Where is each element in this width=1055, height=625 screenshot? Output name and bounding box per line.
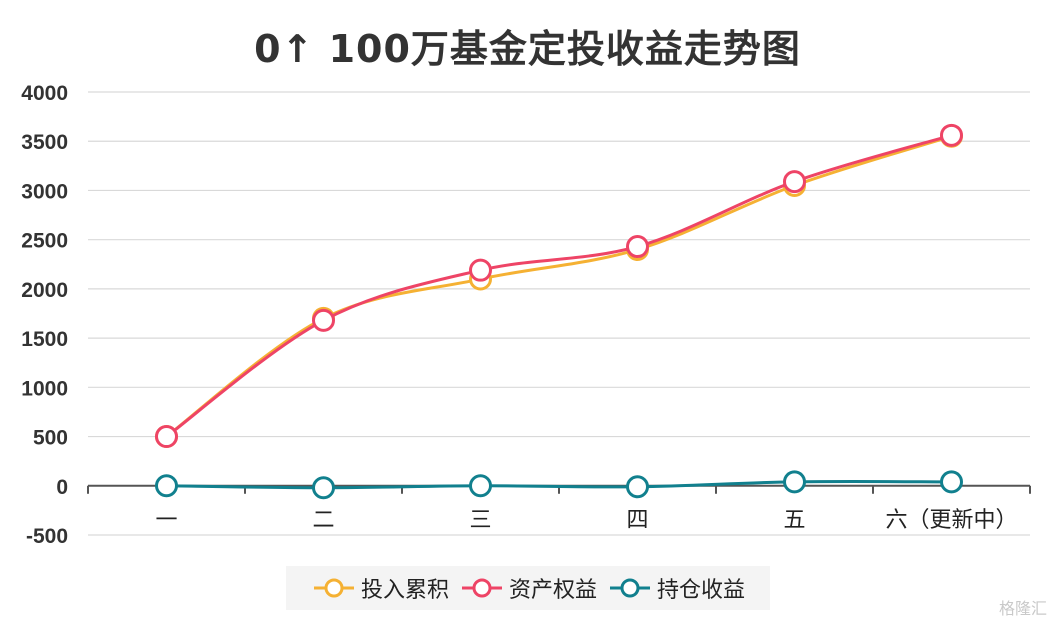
series-0 — [155, 124, 963, 449]
data-point[interactable] — [469, 474, 492, 498]
chart-title: 0↑ 100万基金定投收益走势图 — [254, 27, 801, 71]
data-point[interactable] — [626, 235, 649, 259]
series-line — [165, 134, 953, 439]
x-tick-label: 五 — [783, 508, 805, 533]
x-tick-label: 二 — [312, 508, 334, 533]
y-axis-tick-labels: 4000 3500 3000 2500 2000 1500 1000 500 0 -500 — [21, 82, 68, 548]
series-lines — [155, 123, 963, 500]
legend-swatch-equity — [461, 578, 502, 598]
data-point[interactable] — [940, 470, 963, 494]
data-point[interactable] — [312, 308, 335, 332]
data-point[interactable] — [940, 123, 963, 147]
y-tick-label: 1500 — [21, 328, 68, 351]
series-2 — [155, 470, 963, 500]
series-1 — [155, 123, 963, 449]
series-line — [165, 133, 953, 439]
y-tick-label: 1000 — [21, 377, 68, 400]
x-tick-label: 三 — [469, 508, 491, 533]
legend-item-holding-gain[interactable]: 持仓收益 — [607, 572, 745, 604]
y-tick-label: -500 — [26, 525, 68, 548]
y-tick-label: 3000 — [21, 180, 68, 203]
legend-swatch-holding-gain — [610, 578, 650, 598]
x-tick-label: 六（更新中） — [885, 508, 1017, 533]
y-tick-label: 4000 — [21, 82, 68, 105]
x-axis-tick-labels: 一 二 三 四 五 六（更新中） — [155, 508, 1017, 533]
data-point[interactable] — [783, 170, 806, 194]
y-tick-label: 2500 — [21, 230, 68, 253]
series-line — [165, 479, 953, 490]
data-point[interactable] — [155, 425, 178, 449]
legend-label-invested: 投入累积 — [360, 578, 449, 603]
legend-label-holding-gain: 持仓收益 — [657, 578, 746, 603]
grid-lines — [88, 91, 1030, 536]
y-tick-label: 3500 — [21, 131, 68, 154]
data-point[interactable] — [312, 476, 335, 500]
data-point[interactable] — [155, 474, 178, 498]
data-point[interactable] — [783, 470, 806, 494]
x-tick-label: 四 — [626, 508, 648, 533]
legend-item-invested[interactable]: 投入累积 — [311, 572, 449, 604]
legend: 投入累积 资产权益 持仓收益 — [286, 566, 770, 610]
watermark: 格隆汇 — [998, 599, 1047, 618]
y-tick-label: 0 — [56, 476, 68, 499]
legend-label-equity: 资产权益 — [508, 578, 597, 603]
x-tick-label: 一 — [155, 508, 177, 533]
y-tick-label: 500 — [33, 427, 68, 450]
legend-swatch-invested — [313, 578, 354, 598]
data-point[interactable] — [626, 475, 649, 499]
y-tick-label: 2000 — [21, 279, 68, 302]
data-point[interactable] — [469, 258, 492, 282]
legend-item-equity[interactable]: 资产权益 — [459, 572, 597, 604]
